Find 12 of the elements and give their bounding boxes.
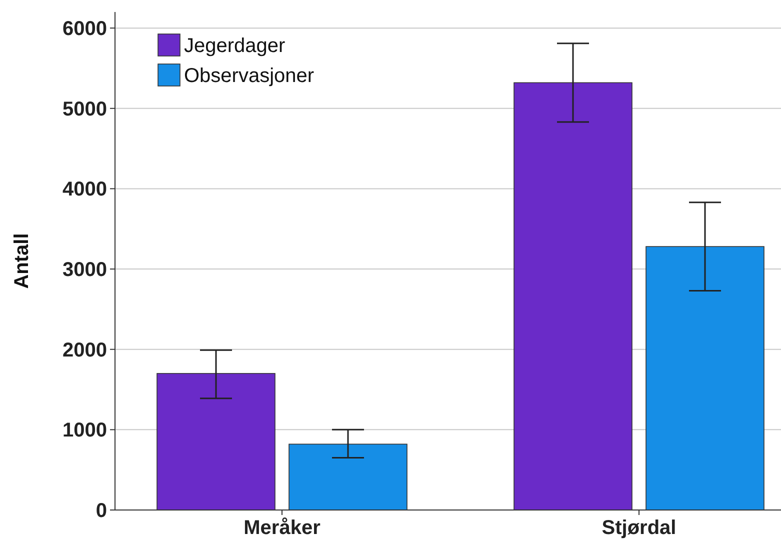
x-tick-label: Stjørdal [602, 517, 676, 539]
y-tick-label: 0 [96, 500, 107, 522]
x-tick-label: Meråker [244, 517, 321, 539]
y-tick-label: 3000 [62, 259, 107, 282]
legend-label: Jegerdager [184, 35, 286, 57]
y-tick-label: 1000 [62, 420, 107, 442]
y-tick-label: 2000 [62, 339, 107, 362]
y-tick-label: 5000 [62, 98, 107, 120]
legend-label: Observasjoner [184, 65, 314, 87]
y-axis-title: Antall [11, 233, 33, 289]
y-tick-label: 4000 [62, 178, 107, 201]
y-tick-label: 6000 [62, 18, 107, 40]
